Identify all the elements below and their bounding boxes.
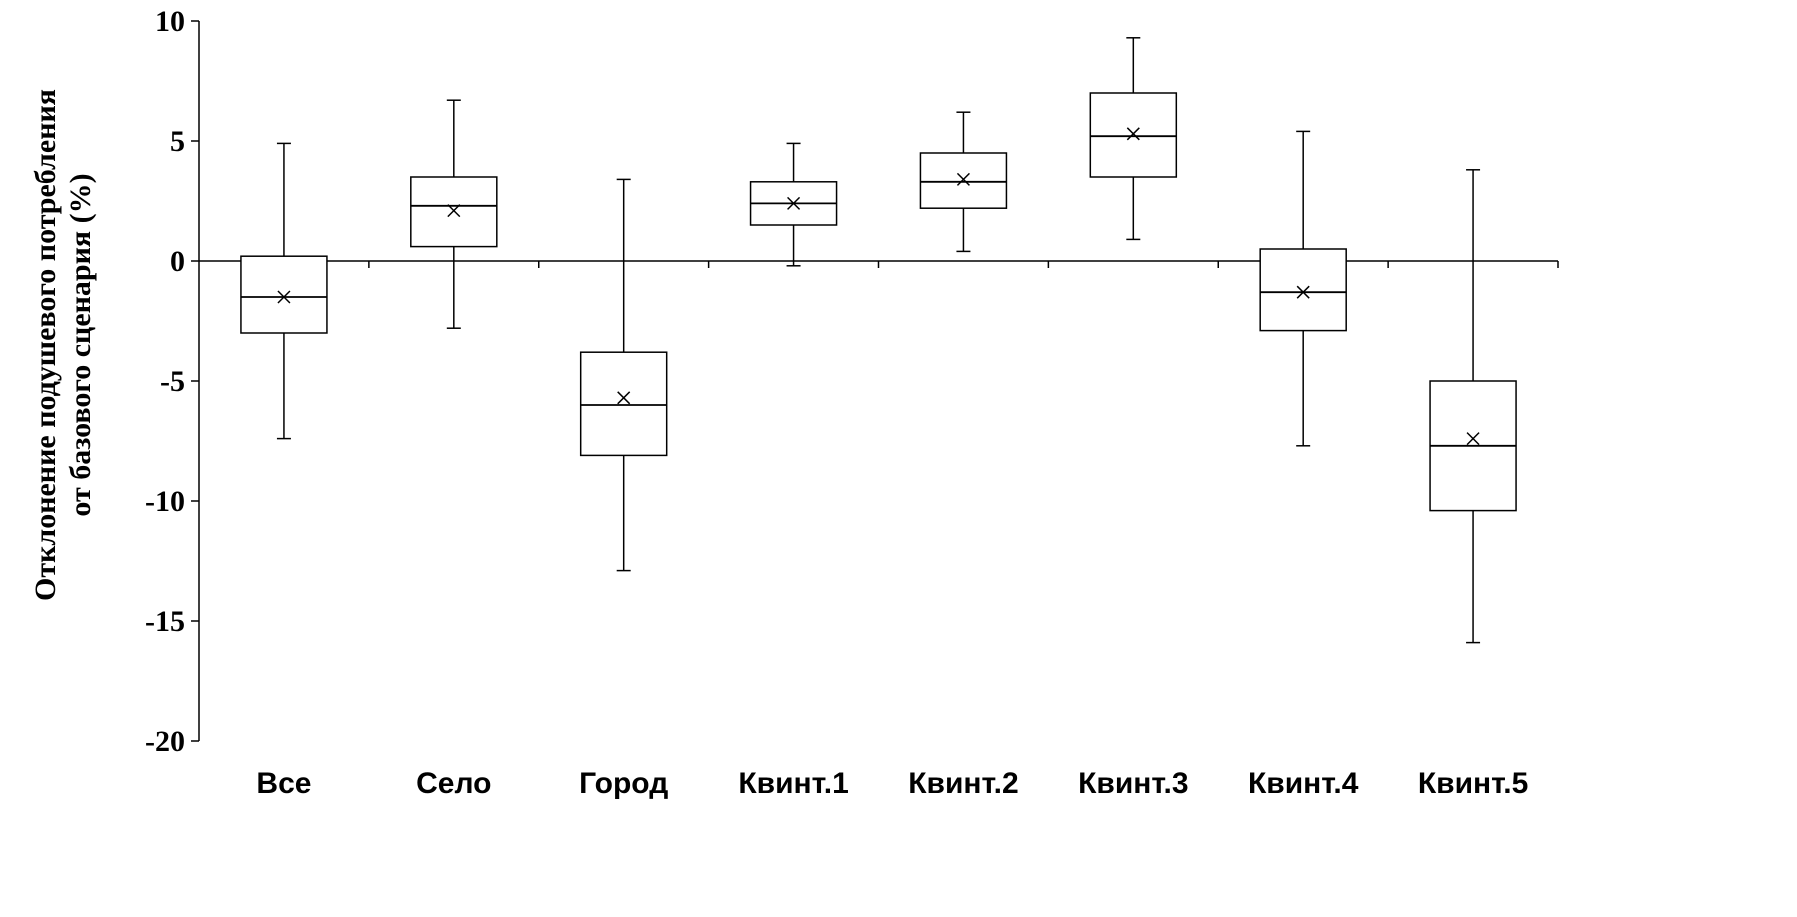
mean-marker-stroke [1126,127,1140,141]
mean-marker [617,391,631,405]
box-group-6 [1089,37,1178,241]
mean-marker-stroke [1466,432,1480,446]
mean-marker-stroke [617,391,631,405]
iqr-box [1259,248,1347,332]
x-tick-label: Село [416,767,491,800]
y-axis-title-line-1: Отклонение подушевого потребления [29,89,62,601]
mean-marker [277,290,291,304]
x-tick-label: Квинт.4 [1248,767,1359,800]
x-tick-label: Квинт.1 [738,767,848,800]
plot-area: 10 5 0 -5 -10 -15 -20 Все Село Город Квинт.1 Квинт.… [145,5,1559,800]
mean-marker [1126,127,1140,141]
mean-marker-stroke [956,172,970,186]
y-axis-title-line-2: от базового сценария (%) [64,173,97,516]
iqr-box [579,351,668,457]
mean-marker [1466,432,1480,446]
box-group-3 [579,178,668,572]
y-tick-label: 0 [170,245,185,278]
x-tick-label: Все [256,767,311,800]
mean-marker-stroke [447,204,461,218]
mean-marker-stroke [1296,285,1310,299]
box-group-7 [1259,130,1347,447]
iqr-box [410,176,498,248]
mean-marker [447,204,461,218]
x-tick-label: Квинт.3 [1078,767,1188,800]
y-tick-label: -20 [145,725,185,758]
mean-marker [787,196,801,210]
iqr-box [1089,92,1178,178]
iqr-box [240,255,328,334]
y-tick-label: -10 [145,485,185,518]
x-tick-label: Город [579,767,668,800]
y-axis-title: Отклонение подушевого потребления от баз… [29,89,97,601]
x-tick-label: Квинт.2 [908,767,1018,800]
mean-marker-stroke [277,290,291,304]
box-group-1 [240,142,328,440]
iqr-box [919,152,1008,209]
x-tick-label: Квинт.5 [1418,767,1528,800]
mean-marker-stroke [787,196,801,210]
box-group-8 [1429,169,1517,644]
mean-marker [956,172,970,186]
mean-marker [1296,285,1310,299]
y-tick-label: 5 [170,125,185,158]
box-group-5 [919,111,1008,253]
y-tick-label: 10 [155,5,185,38]
y-tick-label: -15 [145,605,185,638]
y-tick-label: -5 [160,365,185,398]
box-group-2 [410,99,498,329]
box-group-4 [749,142,838,267]
